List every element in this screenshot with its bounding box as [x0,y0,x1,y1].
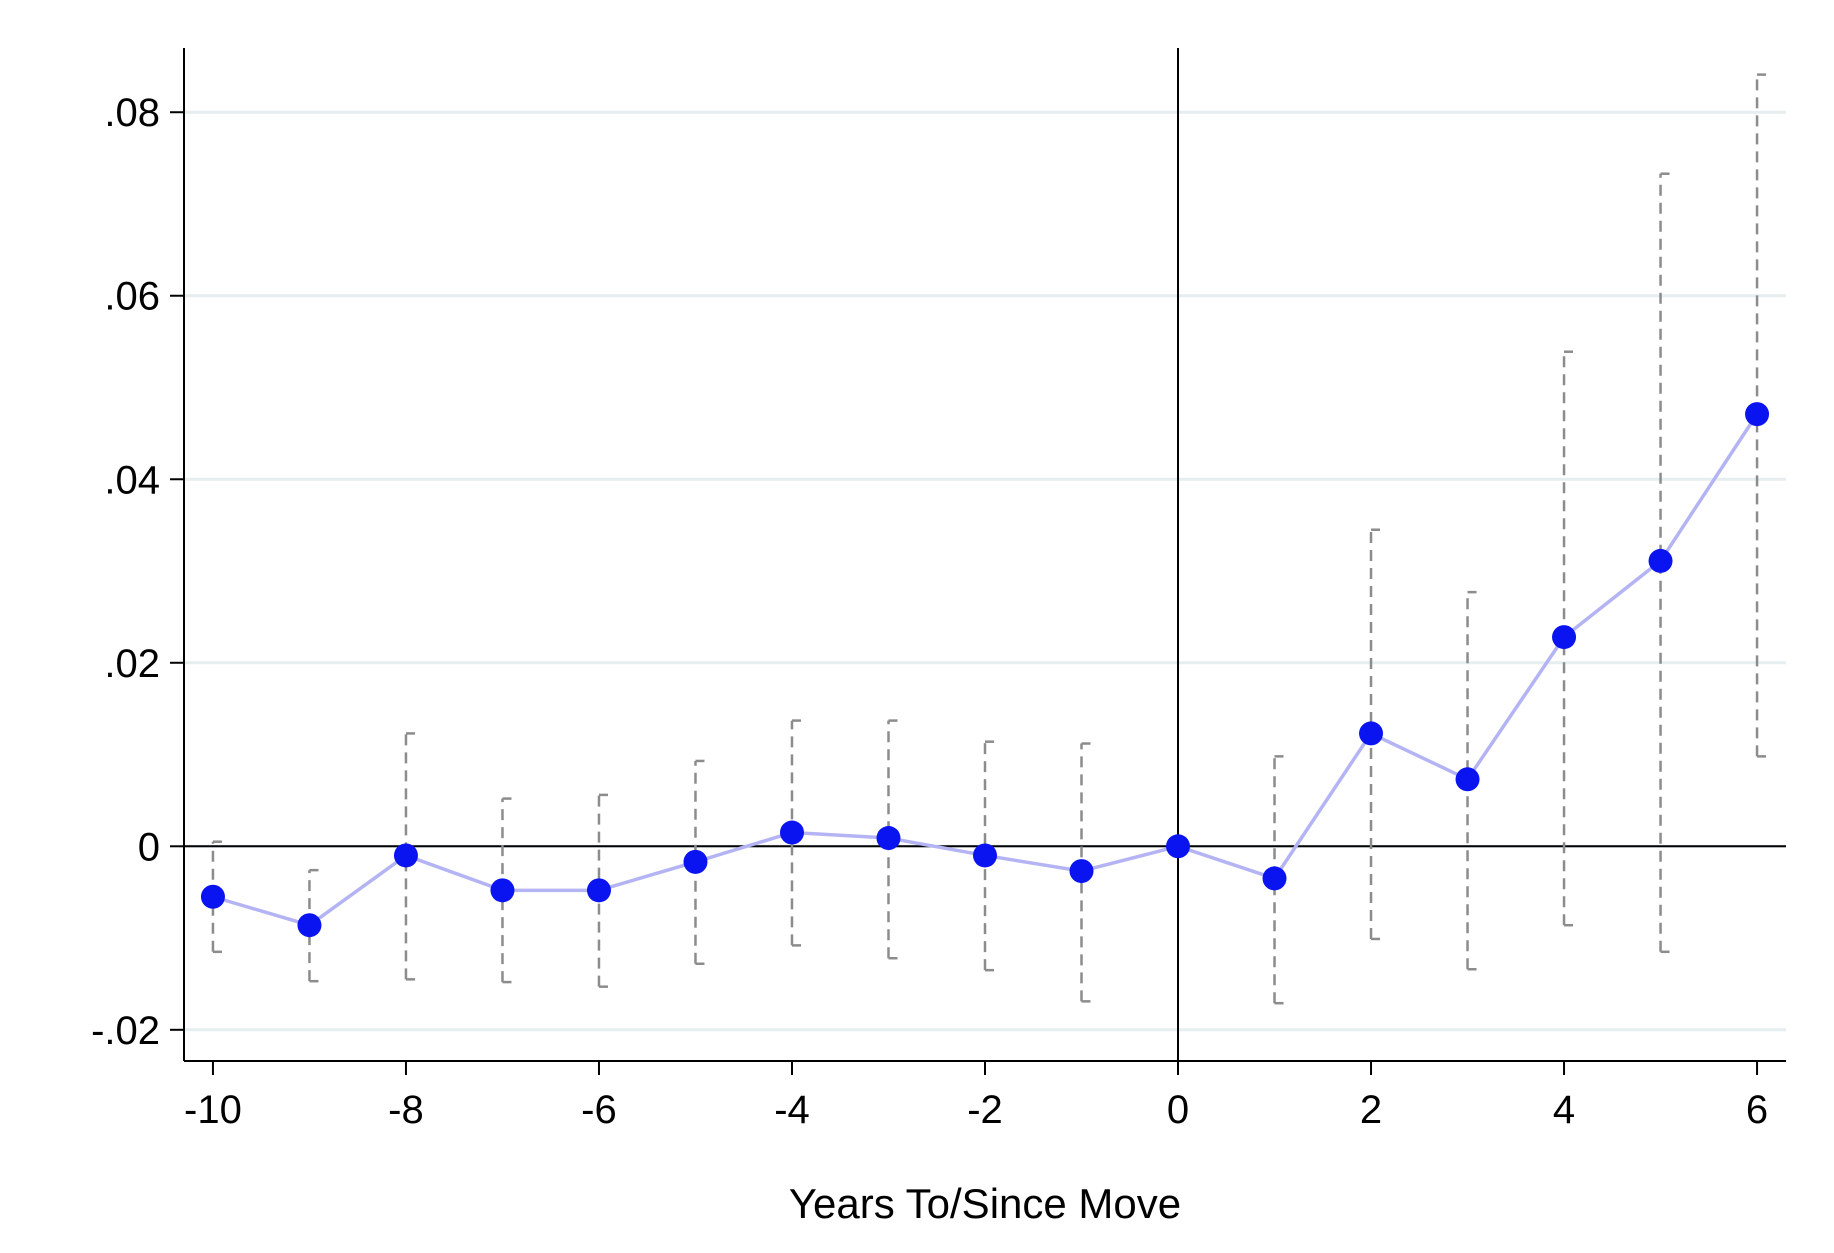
x-tick-label-6: 2 [1360,1088,1382,1132]
y-tick-label-3: .04 [104,458,160,502]
x-tick-label-1: -8 [388,1088,424,1132]
y-tick-label-2: .02 [104,642,160,686]
data-point-11 [1262,866,1287,891]
y-tick-label-4: .06 [104,275,160,319]
y-axis-ticks: -.02 0 .02 .04 .06 .08 [91,91,184,1053]
data-point-12 [1359,721,1384,746]
data-point-8 [973,843,997,868]
y-tick-label-5: .08 [104,91,160,135]
x-tick-label-4: -2 [967,1088,1003,1132]
data-point-3 [490,878,515,903]
x-tick-label-0: -10 [184,1088,242,1132]
x-axis-ticks: -10 -8 -6 -4 -2 0 2 4 6 [184,1061,1768,1132]
x-tick-label-3: -4 [774,1088,810,1132]
y-tick-label-1: 0 [138,825,160,869]
data-point-0 [200,884,225,909]
data-point-14 [1552,625,1577,650]
y-tick-label-0: -.02 [91,1009,160,1053]
data-points [200,402,1770,938]
data-point-6 [779,820,804,845]
data-point-5 [683,849,708,874]
x-axis-title: Years To/Since Move [789,1180,1181,1227]
data-point-4 [586,878,611,903]
data-point-16 [1745,402,1770,427]
x-tick-label-2: -6 [581,1088,617,1132]
data-point-1 [297,913,322,938]
data-point-9 [1069,859,1094,884]
x-tick-label-7: 4 [1553,1088,1575,1132]
data-point-15 [1648,548,1673,573]
data-point-13 [1455,767,1480,792]
data-point-10 [1166,834,1191,859]
x-tick-label-8: 6 [1746,1088,1768,1132]
data-point-7 [876,826,901,851]
x-tick-label-5: 0 [1167,1088,1189,1132]
data-point-2 [393,843,418,868]
